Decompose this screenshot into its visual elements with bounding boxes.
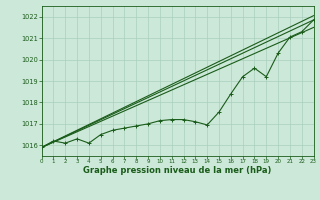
X-axis label: Graphe pression niveau de la mer (hPa): Graphe pression niveau de la mer (hPa) [84,166,272,175]
